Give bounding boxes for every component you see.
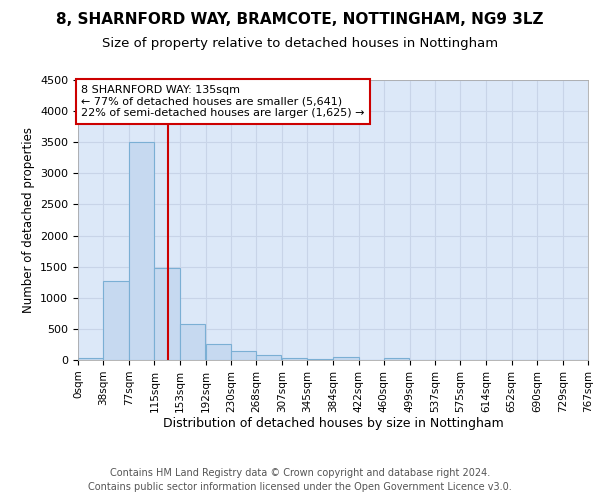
Bar [384, 358, 409, 360]
Text: 8 SHARNFORD WAY: 135sqm
← 77% of detached houses are smaller (5,641)
22% of semi: 8 SHARNFORD WAY: 135sqm ← 77% of detache… [82, 85, 365, 118]
Bar [282, 358, 307, 360]
Text: 8, SHARNFORD WAY, BRAMCOTE, NOTTINGHAM, NG9 3LZ: 8, SHARNFORD WAY, BRAMCOTE, NOTTINGHAM, … [56, 12, 544, 28]
Bar [334, 357, 359, 360]
Text: Contains HM Land Registry data © Crown copyright and database right 2024.: Contains HM Land Registry data © Crown c… [110, 468, 490, 477]
Text: Size of property relative to detached houses in Nottingham: Size of property relative to detached ho… [102, 38, 498, 51]
Bar [78, 358, 103, 360]
Bar [206, 344, 231, 360]
Bar [307, 359, 332, 360]
Text: Contains public sector information licensed under the Open Government Licence v3: Contains public sector information licen… [88, 482, 512, 492]
Bar [103, 281, 128, 360]
X-axis label: Distribution of detached houses by size in Nottingham: Distribution of detached houses by size … [163, 418, 503, 430]
Y-axis label: Number of detached properties: Number of detached properties [22, 127, 35, 313]
Bar [180, 324, 205, 360]
Bar [129, 142, 154, 360]
Bar [256, 355, 281, 360]
Bar [154, 268, 180, 360]
Bar [231, 352, 256, 360]
